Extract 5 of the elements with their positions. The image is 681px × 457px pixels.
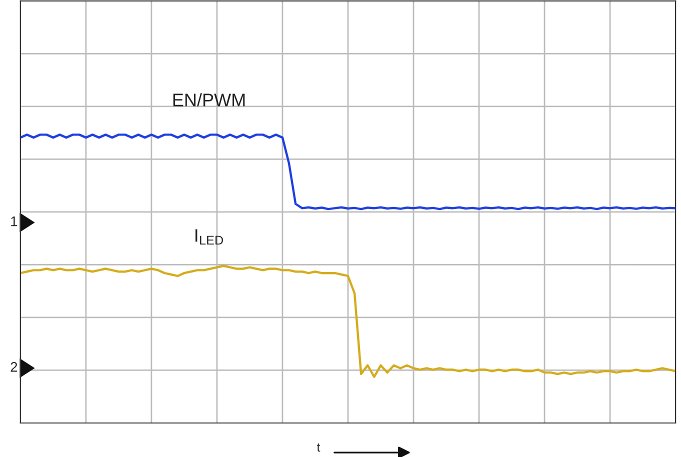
- text: 2: [10, 362, 18, 372]
- x-axis-title: t: [316, 443, 320, 452]
- series-label: EN/PWM: [173, 93, 245, 106]
- text: 1: [11, 216, 18, 226]
- series-label: I$_{LED}$: [196, 229, 224, 245]
